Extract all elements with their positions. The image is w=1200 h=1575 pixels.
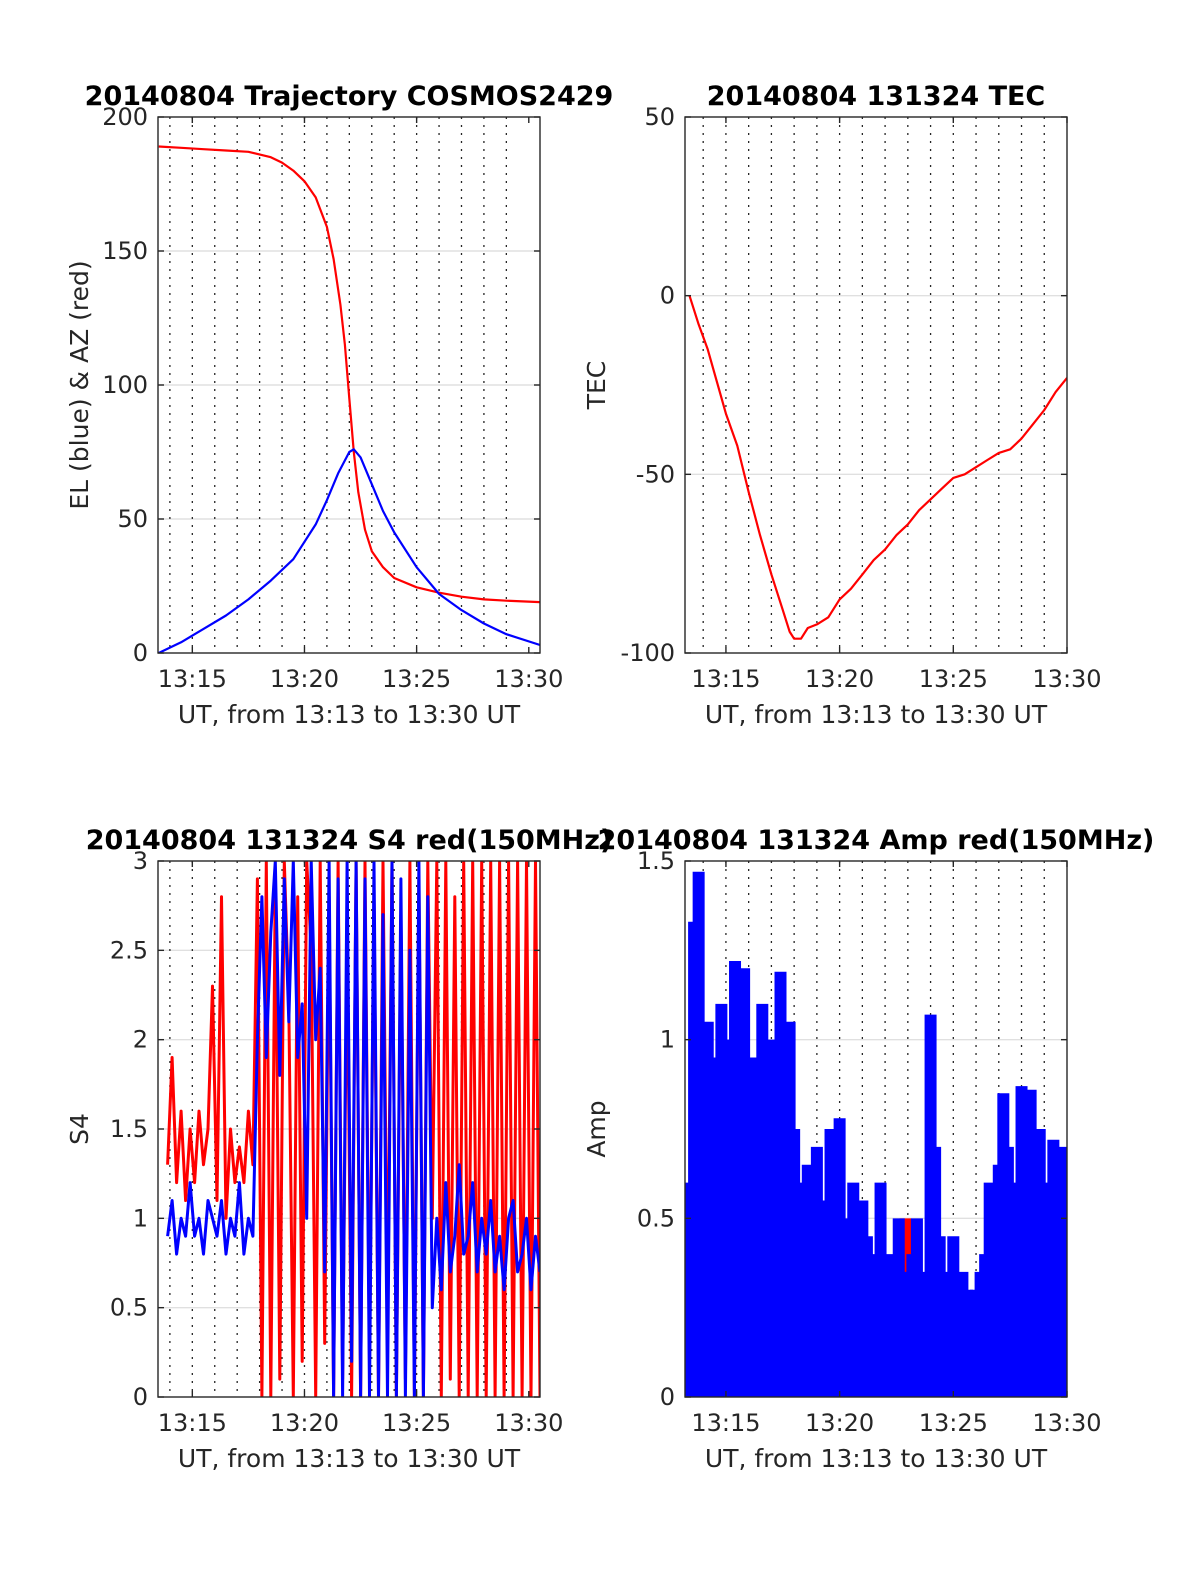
y-tick-label: 50	[117, 505, 148, 533]
x-tick-label: 13:20	[270, 665, 339, 693]
x-tick-label: 13:15	[158, 665, 227, 693]
y-tick-label: 1.5	[637, 847, 675, 875]
x-tick-label: 13:30	[1032, 1409, 1101, 1437]
amp-axes-box	[684, 860, 1068, 1398]
trajectory-y-label: EL (blue) & AZ (red)	[65, 260, 94, 509]
y-tick-label: 50	[644, 103, 675, 131]
x-tick-label: 13:25	[382, 665, 451, 693]
y-tick-label: 0	[133, 639, 148, 667]
x-tick-label: 13:30	[494, 1409, 563, 1437]
y-tick-label: 0	[133, 1383, 148, 1411]
tec-series-red	[688, 295, 1067, 640]
y-tick-label: -100	[621, 639, 675, 667]
x-tick-label: 13:25	[919, 665, 988, 693]
x-tick-label: 13:25	[382, 1409, 451, 1437]
y-tick-label: 1	[133, 1204, 148, 1232]
tec-plot-area	[685, 117, 1067, 653]
y-tick-label: 0.5	[110, 1294, 148, 1322]
s4-title: 20140804 131324 S4 red(150MHz)	[86, 825, 613, 856]
amp-data	[685, 871, 1067, 1397]
s4-x-label: UT, from 13:13 to 13:30 UT	[178, 1444, 521, 1473]
s4-data	[166, 861, 540, 1397]
trajectory-x-label: UT, from 13:13 to 13:30 UT	[178, 700, 521, 729]
tec-y-label: TEC	[582, 361, 611, 411]
trajectory-data	[158, 145, 540, 653]
x-tick-label: 13:20	[805, 665, 874, 693]
tec-panel: 13:15 13:20 13:25 13:30 -100 -50 0 50 20140804 1…	[582, 81, 1102, 729]
y-tick-label: 0	[660, 1383, 675, 1411]
trajectory-series-blue	[158, 448, 540, 653]
trajectory-title: 20140804 Trajectory COSMOS2429	[85, 81, 614, 112]
x-tick-label: 13:20	[270, 1409, 339, 1437]
amp-x-label: UT, from 13:13 to 13:30 UT	[705, 1444, 1048, 1473]
y-tick-label: 3	[133, 847, 148, 875]
trajectory-series-red	[158, 145, 540, 604]
y-tick-label: 1.5	[110, 1115, 148, 1143]
tec-axes-box	[684, 116, 1068, 654]
y-tick-label: 2.5	[110, 936, 148, 964]
y-tick-label: 0.5	[637, 1204, 675, 1232]
x-tick-label: 13:30	[494, 665, 563, 693]
y-tick-label: 1	[660, 1026, 675, 1054]
tec-x-label: UT, from 13:13 to 13:30 UT	[705, 700, 1048, 729]
x-tick-label: 13:15	[691, 1409, 760, 1437]
y-tick-label: 150	[102, 237, 148, 265]
x-tick-label: 13:30	[1032, 665, 1101, 693]
tec-title: 20140804 131324 TEC	[707, 81, 1046, 112]
x-tick-label: 13:15	[691, 665, 760, 693]
s4-series-blue	[166, 861, 540, 1397]
x-tick-label: 13:20	[805, 1409, 874, 1437]
x-tick-label: 13:25	[919, 1409, 988, 1437]
y-tick-label: 2	[133, 1026, 148, 1054]
amp-title: 20140804 131324 Amp red(150MHz)	[598, 825, 1155, 856]
x-tick-label: 13:15	[158, 1409, 227, 1437]
y-tick-label: 100	[102, 371, 148, 399]
y-tick-label: 200	[102, 103, 148, 131]
amp-y-label: Amp	[582, 1100, 611, 1157]
y-tick-label: 0	[660, 282, 675, 310]
trajectory-panel: 13:15 13:20 13:25 13:30 0 50 100 150 20020140804…	[65, 81, 613, 729]
s4-y-label: S4	[65, 1113, 94, 1145]
tec-data	[688, 295, 1067, 640]
y-tick-label: -50	[636, 460, 675, 488]
s4-panel: 13:15 13:20 13:25 13:30 0 0.5 1 1.5 2 2.5 32014080…	[65, 825, 612, 1473]
